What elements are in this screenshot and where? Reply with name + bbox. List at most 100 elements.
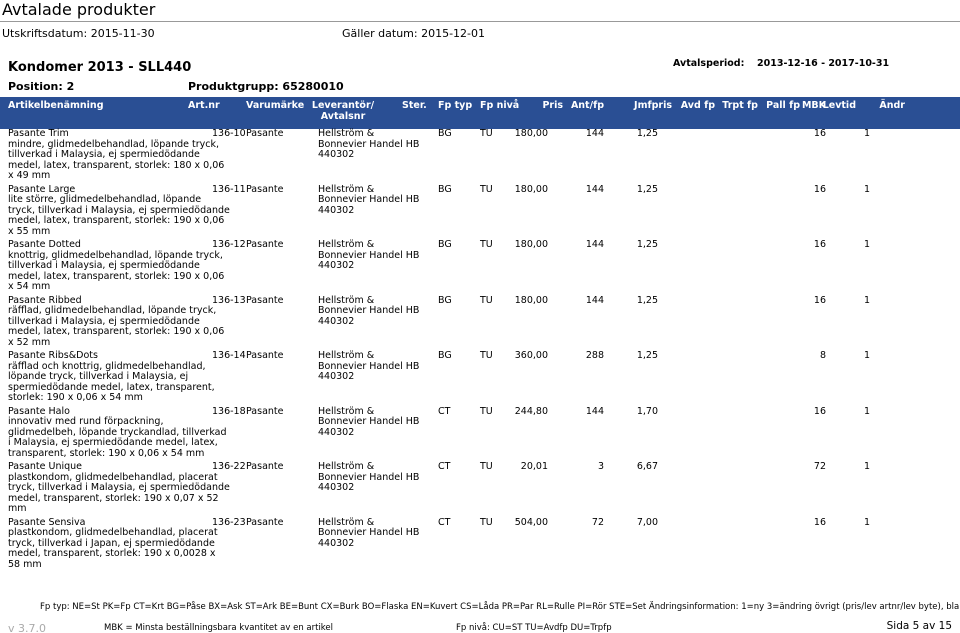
brand: Pasante <box>246 461 284 472</box>
column-header: Ändr <box>879 100 905 111</box>
quantity-per-fp: 144 <box>585 405 604 417</box>
column-header: MBK <box>801 100 826 111</box>
brand: Pasante <box>246 405 284 417</box>
article-description: medel, latex, transparent, storlek: 190 … <box>8 215 225 226</box>
supplier: Hellström & <box>318 239 375 250</box>
article-name: Pasante Ribs&Dots <box>8 350 98 361</box>
delivery-time: 1 <box>864 461 871 472</box>
supplier: 440302 <box>318 426 355 438</box>
brand: Pasante <box>246 183 284 195</box>
quantity-per-fp: 144 <box>585 294 604 306</box>
article-description: innovativ med rund förpackning, <box>8 416 164 427</box>
article-description: 58 mm <box>8 558 42 570</box>
supplier: 440302 <box>318 260 355 271</box>
supplier: Bonnevier Handel HB <box>318 527 420 538</box>
title: Avtalade produkter <box>2 0 156 19</box>
article-description: tillverkad i Malaysia, ej spermiedödande <box>8 260 200 271</box>
delivery-time: 1 <box>864 128 871 139</box>
article-description: x 52 mm <box>8 336 51 348</box>
price: 180,00 <box>514 183 548 195</box>
article-description: tryck, tillverkad i Japan, ej spermiedöd… <box>8 537 215 549</box>
article-description: x 54 mm <box>8 281 51 292</box>
article-description: i Malaysia, ej spermiedödande medel, lat… <box>8 437 218 448</box>
position: Position: 2 <box>8 80 75 93</box>
article-description: medel, latex, transparent, storlek: 180 … <box>8 159 225 171</box>
compare-price: 7,00 <box>636 516 658 528</box>
mbk: 16 <box>813 405 826 417</box>
article-name: Pasante Trim <box>8 128 69 139</box>
supplier: Hellström & <box>318 461 375 472</box>
fp-type: BG <box>438 294 452 306</box>
rule <box>0 21 960 22</box>
fp-type: CT <box>438 461 451 472</box>
column-header: Avd fp <box>680 100 715 111</box>
article-number: 136-10 <box>212 128 246 139</box>
fp-level: TU <box>480 239 493 250</box>
compare-price: 1,25 <box>636 128 658 139</box>
article-description: medel, latex, transparent, storlek: 190 … <box>8 326 225 337</box>
compare-price: 1,25 <box>636 350 658 361</box>
article-number: 136-11 <box>212 183 246 195</box>
column-header: Jmfpris <box>634 100 672 111</box>
column-header: Pris <box>542 100 563 111</box>
supplier: Hellström & <box>318 294 375 306</box>
column-header: Fp typ <box>438 100 473 111</box>
brand: Pasante <box>246 516 284 528</box>
article-description: medel, transparent, storlek: 190 x 0,07 … <box>8 492 219 504</box>
article-description: medel, latex, transparent, storlek: 190 … <box>8 270 225 282</box>
article-description: x 49 mm <box>8 170 51 181</box>
article-description: räfflad och knottrig, glidmedelbehandlad… <box>8 360 206 372</box>
mbk-note: MBK = Minsta beställningsbara kvantitet … <box>104 623 334 633</box>
brand: Pasante <box>246 294 284 306</box>
article-description: tillverkad i Malaysia, ej spermiedödande <box>8 149 200 160</box>
article-name: Pasante Dotted <box>8 239 81 250</box>
column-header: Varumärke <box>246 100 305 111</box>
article-description: plastkondom, glidmedelbehandlad, placera… <box>8 471 218 483</box>
column-header: Fp nivå <box>480 100 520 111</box>
column-header: Trpt fp <box>722 100 758 111</box>
brand: Pasante <box>246 239 284 250</box>
fp-type: BG <box>438 183 452 195</box>
article-description: medel, transparent, storlek: 190 x 0,002… <box>8 548 216 559</box>
column-header: Leverantör/ Avtalsnr <box>311 100 375 122</box>
price: 20,01 <box>520 461 548 472</box>
supplier: Hellström & <box>318 516 375 528</box>
header-bar <box>0 97 960 129</box>
supplier: Bonnevier Handel HB <box>318 416 420 427</box>
supplier: 440302 <box>318 315 355 327</box>
quantity-per-fp: 144 <box>585 239 604 250</box>
quantity-per-fp: 144 <box>585 183 604 195</box>
period-label: Avtalsperiod: <box>673 58 745 69</box>
delivery-time: 1 <box>864 350 871 361</box>
column-header: Ster. <box>402 100 427 111</box>
fp-type: BG <box>438 239 452 250</box>
version: v 3.7.0 <box>8 622 46 633</box>
supplier: 440302 <box>318 149 355 160</box>
compare-price: 1,25 <box>636 239 658 250</box>
supplier: 440302 <box>318 204 355 216</box>
compare-price: 1,70 <box>636 405 658 417</box>
delivery-time: 1 <box>864 239 871 250</box>
article-description: spermiedödande medel, latex, transparent… <box>8 381 215 393</box>
compare-price: 1,25 <box>636 183 658 195</box>
brand: Pasante <box>246 128 284 139</box>
article-number: 136-18 <box>212 405 246 417</box>
supplier: Bonnevier Handel HB <box>318 360 420 372</box>
article-description: plastkondom, glidmedelbehandlad, placera… <box>8 527 218 538</box>
column-header: Levtid <box>822 100 856 111</box>
fp-level: TU <box>480 294 493 306</box>
price: 180,00 <box>514 239 548 250</box>
mbk: 16 <box>813 128 826 139</box>
quantity-per-fp: 3 <box>597 461 604 472</box>
article-description: tryck, tillverkad i Malaysia, ej spermie… <box>8 482 230 493</box>
mbk: 72 <box>813 461 826 472</box>
article-name: Pasante Unique <box>8 461 83 472</box>
article-name: Pasante Large <box>8 183 76 195</box>
fp-level: TU <box>480 183 493 195</box>
article-number: 136-12 <box>212 239 246 250</box>
article-description: tryck, tillverkad i Malaysia, ej spermie… <box>8 204 230 216</box>
article-description: glidmedelbeh, löpande tryckandlad, tillv… <box>8 426 227 438</box>
column-header: Art.nr <box>188 100 220 111</box>
article-description: lite större, glidmedelbehandlad, löpande <box>8 194 202 205</box>
article-number: 136-23 <box>212 516 246 528</box>
